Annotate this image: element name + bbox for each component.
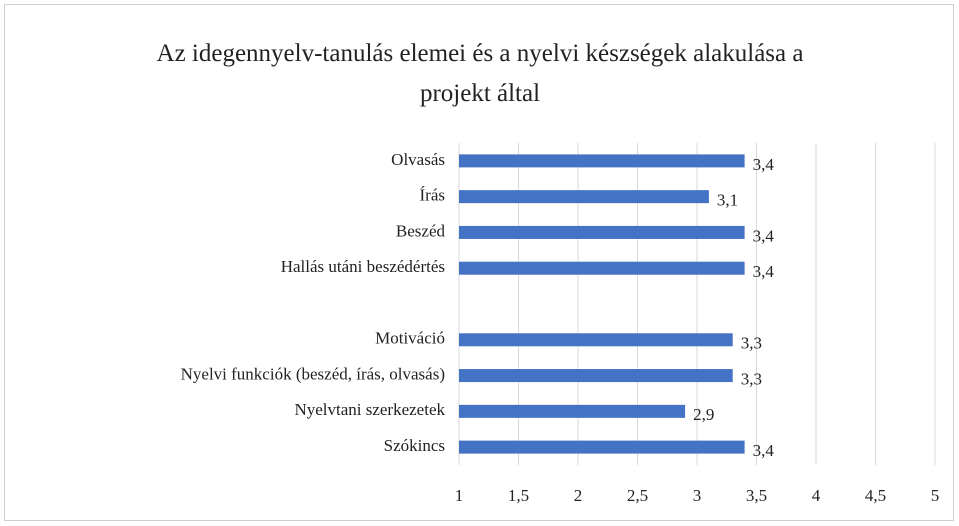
bar (459, 404, 686, 418)
data-label: 3,4 (753, 155, 775, 174)
bar (459, 333, 733, 347)
x-tick-label: 4 (812, 486, 821, 505)
y-tick-label: Beszéd (396, 221, 446, 240)
y-tick-label: Szókincs (384, 436, 445, 455)
x-tick-label: 1 (455, 486, 464, 505)
y-tick-label: Nyelvi funkciók (beszéd, írás, olvasás) (181, 364, 445, 383)
bar (459, 190, 709, 204)
data-label: 2,9 (693, 405, 714, 424)
data-label: 3,4 (753, 262, 775, 281)
bar (459, 225, 745, 239)
x-tick-label: 2,5 (627, 486, 648, 505)
data-label: 3,4 (753, 441, 775, 460)
bar (459, 369, 733, 383)
x-tick-label: 4,5 (865, 486, 886, 505)
x-tick-label: 2 (574, 486, 583, 505)
x-tick-label: 1,5 (508, 486, 529, 505)
data-label: 3,1 (717, 191, 738, 210)
x-tick-label: 3,5 (746, 486, 767, 505)
data-label: 3,3 (741, 334, 762, 353)
x-tick-label: 5 (931, 486, 940, 505)
y-tick-label: Hallás utáni beszédértés (281, 257, 445, 276)
bar (459, 440, 745, 454)
chart-title: Az idegennyelv-tanulás elemei és a nyelv… (156, 40, 804, 107)
bar (459, 261, 745, 275)
data-label: 3,4 (753, 226, 775, 245)
y-tick-label: Írás (420, 186, 445, 205)
y-tick-label: Olvasás (391, 150, 445, 169)
bar (459, 154, 745, 168)
data-label: 3,3 (741, 369, 762, 388)
y-tick-label: Motiváció (375, 329, 445, 348)
y-tick-label: Nyelvtani szerkezetek (294, 400, 445, 419)
x-tick-label: 3 (693, 486, 702, 505)
